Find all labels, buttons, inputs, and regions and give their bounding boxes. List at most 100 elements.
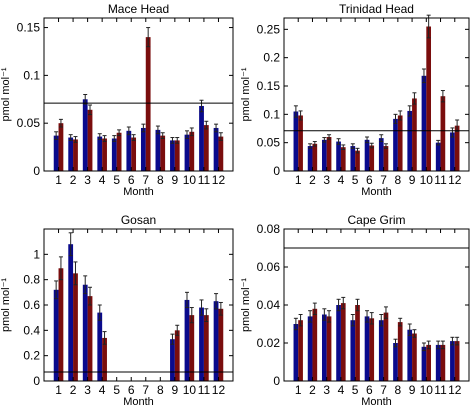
bar bbox=[174, 330, 180, 381]
bar bbox=[321, 139, 327, 171]
bar bbox=[68, 137, 74, 171]
error-bar bbox=[322, 308, 327, 321]
error-bar bbox=[189, 127, 194, 137]
error-bar bbox=[73, 136, 78, 143]
bar bbox=[326, 137, 332, 171]
error-bar bbox=[421, 342, 426, 352]
bar bbox=[378, 138, 384, 171]
x-tick-label: 2 bbox=[70, 173, 77, 187]
error-bar bbox=[393, 113, 398, 124]
error-bar bbox=[436, 139, 441, 146]
error-bar bbox=[450, 336, 455, 346]
error-bar bbox=[350, 314, 355, 327]
error-bar bbox=[336, 138, 341, 145]
bar bbox=[87, 109, 93, 171]
error-bar bbox=[293, 317, 298, 331]
error-bar bbox=[88, 286, 93, 306]
x-tick-label: 3 bbox=[323, 383, 330, 397]
bar bbox=[298, 115, 303, 171]
error-bar bbox=[214, 123, 219, 133]
error-bar bbox=[97, 133, 102, 140]
y-tick-label: 0 bbox=[273, 164, 280, 178]
error-bar bbox=[455, 119, 460, 132]
x-tick-label: 8 bbox=[395, 173, 402, 187]
bar bbox=[73, 139, 78, 171]
x-tick-label: 12 bbox=[448, 383, 462, 397]
error-bar bbox=[298, 314, 303, 327]
bar bbox=[189, 131, 195, 171]
y-tick-label: 0.15 bbox=[257, 79, 281, 93]
bar bbox=[407, 329, 413, 381]
error-bar bbox=[412, 329, 417, 338]
y-tick-label: 0.2 bbox=[263, 51, 280, 65]
error-bar bbox=[117, 129, 122, 137]
bar bbox=[340, 303, 346, 381]
error-bar bbox=[365, 136, 370, 144]
bar bbox=[218, 136, 224, 171]
x-tick-label: 11 bbox=[198, 383, 211, 397]
bar bbox=[82, 284, 88, 381]
error-bar bbox=[88, 104, 93, 116]
error-bar bbox=[412, 92, 417, 105]
error-bar bbox=[298, 110, 303, 121]
error-bar bbox=[398, 110, 403, 121]
x-tick-label: 8 bbox=[157, 173, 164, 187]
x-tick-label: 1 bbox=[295, 173, 302, 187]
chart-title: Cape Grim bbox=[347, 213, 405, 227]
x-axis-label: Month bbox=[361, 396, 392, 408]
y-tick-label: 0.05 bbox=[257, 136, 281, 150]
bar bbox=[355, 305, 360, 381]
bar bbox=[312, 143, 318, 171]
error-bar bbox=[327, 310, 332, 323]
error-bar bbox=[355, 298, 360, 312]
y-axis-label: pmol mol⁻¹ bbox=[0, 278, 12, 332]
bar bbox=[378, 320, 384, 381]
error-bar bbox=[199, 299, 204, 316]
x-tick-label: 2 bbox=[309, 383, 316, 397]
bar bbox=[307, 146, 313, 171]
bar bbox=[53, 289, 59, 381]
x-tick-label: 8 bbox=[395, 383, 402, 397]
error-bar bbox=[383, 306, 388, 319]
error-bar bbox=[407, 323, 412, 336]
x-tick-label: 4 bbox=[99, 383, 106, 397]
error-bar bbox=[440, 90, 445, 103]
y-tick-label: 0.1 bbox=[263, 107, 280, 121]
error-bar bbox=[365, 310, 370, 323]
error-bar bbox=[199, 99, 204, 113]
error-bar bbox=[327, 134, 332, 140]
bar bbox=[307, 316, 313, 381]
bar bbox=[364, 316, 370, 381]
bar bbox=[450, 132, 455, 171]
bar bbox=[102, 337, 107, 381]
x-tick-label: 6 bbox=[128, 173, 135, 187]
error-bar bbox=[189, 307, 194, 324]
error-bar bbox=[369, 142, 374, 149]
x-tick-label: 3 bbox=[84, 383, 91, 397]
x-tick-label: 6 bbox=[366, 383, 373, 397]
x-axis-label: Month bbox=[123, 396, 154, 408]
bar bbox=[68, 244, 74, 381]
x-tick-label: 9 bbox=[409, 383, 416, 397]
error-bar bbox=[379, 314, 384, 327]
bar bbox=[111, 138, 117, 171]
error-bar bbox=[54, 131, 59, 140]
y-tick-label: 0.4 bbox=[23, 323, 40, 337]
x-tick-label: 4 bbox=[338, 383, 345, 397]
bar bbox=[126, 130, 132, 171]
bar bbox=[407, 110, 413, 171]
x-tick-label: 7 bbox=[380, 383, 387, 397]
x-tick-label: 1 bbox=[55, 383, 62, 397]
bar bbox=[213, 127, 219, 171]
bar bbox=[435, 142, 441, 171]
bar bbox=[397, 115, 403, 171]
y-tick-label: 0.2 bbox=[23, 349, 40, 363]
x-tick-label: 3 bbox=[84, 173, 91, 187]
y-tick-label: 0.15 bbox=[17, 21, 41, 35]
x-tick-label: 2 bbox=[309, 173, 316, 187]
error-bar bbox=[322, 137, 327, 143]
bar bbox=[213, 301, 219, 381]
